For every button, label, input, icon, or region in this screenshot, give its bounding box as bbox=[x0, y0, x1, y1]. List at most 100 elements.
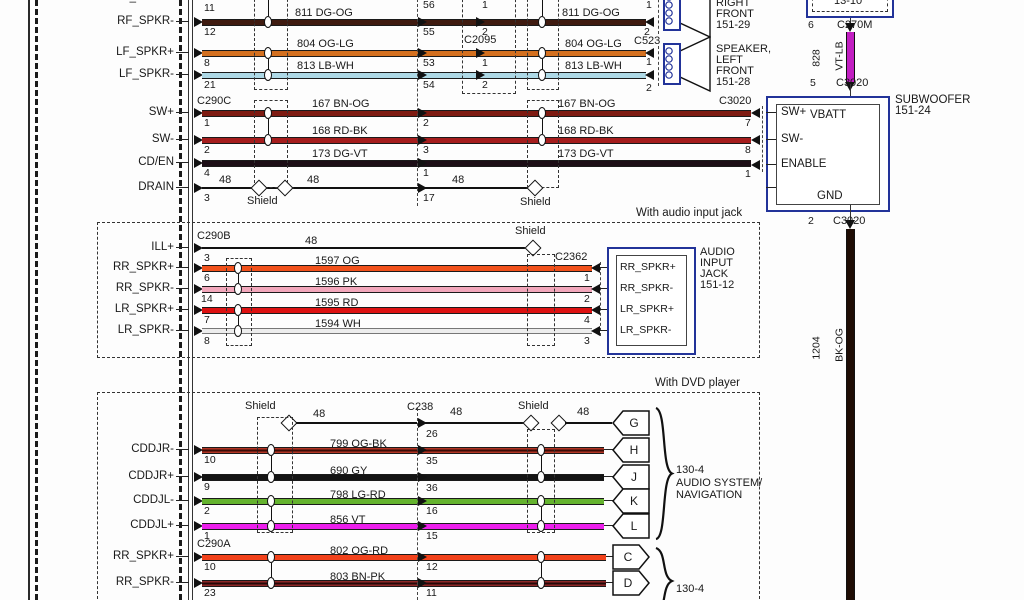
inline-arrow bbox=[418, 48, 427, 58]
leader bbox=[176, 500, 189, 502]
pin-number: 11 bbox=[426, 587, 437, 599]
inline-arrow bbox=[418, 183, 427, 193]
shield-box bbox=[254, 0, 288, 90]
wire-48-drain bbox=[202, 187, 253, 189]
pin-number: 54 bbox=[423, 79, 435, 91]
radio-connector-dashed-line bbox=[179, 0, 182, 600]
connector-arrow bbox=[751, 160, 760, 170]
pin-number: 56 bbox=[423, 0, 435, 11]
wire-label: 811 DG-OG bbox=[562, 7, 620, 19]
wire-label: 168 RD-BK bbox=[558, 125, 614, 137]
wire-number: 1204 bbox=[810, 336, 823, 360]
signal-ill-plus: ILL+ bbox=[151, 241, 174, 253]
connector-pin-k-letter: K bbox=[629, 494, 638, 508]
left-harness-dashed-line bbox=[35, 0, 38, 600]
wire-48-label: 48 bbox=[313, 408, 326, 420]
pin-number: 8 bbox=[204, 57, 210, 69]
pin-number: 1 bbox=[204, 117, 210, 129]
inline-arrow bbox=[418, 108, 427, 118]
connector-pin-g-letter: G bbox=[629, 416, 639, 430]
wire-color: VT-LB bbox=[833, 41, 846, 71]
wire-number: 828 bbox=[810, 49, 823, 67]
connector-c2362-line bbox=[600, 262, 601, 336]
pin-number: 2 bbox=[808, 215, 814, 227]
connector-c290c-label: C290C bbox=[197, 95, 232, 107]
pin-number: 3 bbox=[204, 252, 210, 264]
box-13-10-inner bbox=[812, 0, 888, 12]
speaker-left-front-icon bbox=[663, 35, 713, 98]
twist-link bbox=[271, 507, 272, 520]
speaker-rf-label: RIGHT bbox=[716, 0, 751, 9]
twist-link bbox=[541, 563, 542, 577]
wire-168-rd-bk bbox=[202, 136, 751, 144]
pin-number: 35 bbox=[426, 455, 438, 467]
twist-link bbox=[271, 563, 272, 577]
wire-173-dg-vt bbox=[202, 159, 751, 167]
speaker-connector-line bbox=[658, 0, 659, 34]
nav-ref: 130-4 bbox=[676, 583, 705, 595]
signal-rr-spkr-plus: RR_SPKR+ bbox=[112, 261, 174, 273]
nav-title: AUDIO SYSTEM/ bbox=[676, 477, 763, 489]
wire-start-arrow bbox=[194, 326, 203, 336]
sub-pin-gnd: GND bbox=[817, 190, 843, 202]
speaker-lf-ref: 151-28 bbox=[716, 76, 751, 88]
twist-loop bbox=[538, 134, 546, 146]
shield-box bbox=[527, 0, 559, 90]
inline-connector-line bbox=[417, 0, 418, 206]
wire-start-arrow bbox=[194, 445, 203, 455]
shield-label: Shield bbox=[245, 400, 276, 412]
inline-arrow bbox=[418, 70, 427, 80]
wire-start-arrow bbox=[194, 243, 203, 253]
signal-cddjr-minus: CDDJR- bbox=[131, 443, 174, 455]
wire-48-drain bbox=[265, 187, 280, 189]
speaker-arrow bbox=[645, 48, 654, 58]
c2095-arrow bbox=[476, 48, 485, 58]
label-13-10: 13-10 bbox=[834, 0, 863, 7]
audio-jack-inner-box bbox=[616, 255, 687, 346]
inline-arrow bbox=[418, 158, 427, 168]
connector-c238-line bbox=[417, 408, 418, 600]
pin-number: 16 bbox=[426, 505, 438, 517]
wire-start-arrow bbox=[194, 183, 203, 193]
stub bbox=[604, 525, 613, 527]
c238-arrow bbox=[418, 521, 427, 531]
leader bbox=[176, 162, 189, 164]
wire-48-shield bbox=[424, 422, 529, 424]
wire-label: 1597 OG bbox=[315, 255, 360, 267]
arrow-down bbox=[845, 23, 855, 32]
signal-cd-en: CD/EN bbox=[138, 156, 174, 168]
wire-start-arrow bbox=[194, 70, 203, 80]
shield-box bbox=[226, 258, 252, 346]
shield-box bbox=[527, 254, 555, 346]
twist-loop bbox=[537, 577, 545, 589]
pin-number: 17 bbox=[423, 192, 435, 204]
pin-number: 55 bbox=[423, 26, 435, 38]
pin-number: 2 bbox=[646, 82, 652, 94]
subwoofer-title: SUBWOOFER bbox=[895, 94, 971, 106]
connector-arrow bbox=[751, 108, 760, 118]
dvd-option-title: With DVD player bbox=[655, 377, 740, 389]
twist-loop bbox=[264, 47, 272, 59]
leader bbox=[176, 112, 189, 114]
inline-arrow bbox=[418, 135, 427, 145]
twist-loop bbox=[538, 16, 546, 28]
pin-number: 6 bbox=[204, 272, 210, 284]
wire-start-arrow bbox=[194, 496, 203, 506]
wire-start-arrow bbox=[194, 135, 203, 145]
wire-label: 804 OG-LG bbox=[297, 38, 354, 50]
twist-loop bbox=[537, 495, 545, 507]
wire-48-drain bbox=[424, 187, 529, 189]
wire-label: 813 LB-WH bbox=[297, 60, 354, 72]
gnd-line bbox=[850, 205, 851, 221]
twist-loop bbox=[267, 551, 275, 563]
sub-pin-enable: ENABLE bbox=[781, 158, 827, 170]
speaker-arrow bbox=[645, 17, 654, 27]
speaker-lf-label: FRONT bbox=[716, 65, 754, 77]
jack-pin-label: RR_SPKR- bbox=[620, 282, 674, 294]
speaker-rf-ref: 151-29 bbox=[716, 19, 751, 31]
nav-title: NAVIGATION bbox=[676, 489, 743, 501]
connector-c2095-label: C2095 bbox=[464, 34, 497, 46]
audio-jack-title: INPUT bbox=[700, 257, 733, 269]
wire-start-arrow bbox=[194, 284, 203, 294]
pin-number: 5 bbox=[810, 77, 816, 89]
